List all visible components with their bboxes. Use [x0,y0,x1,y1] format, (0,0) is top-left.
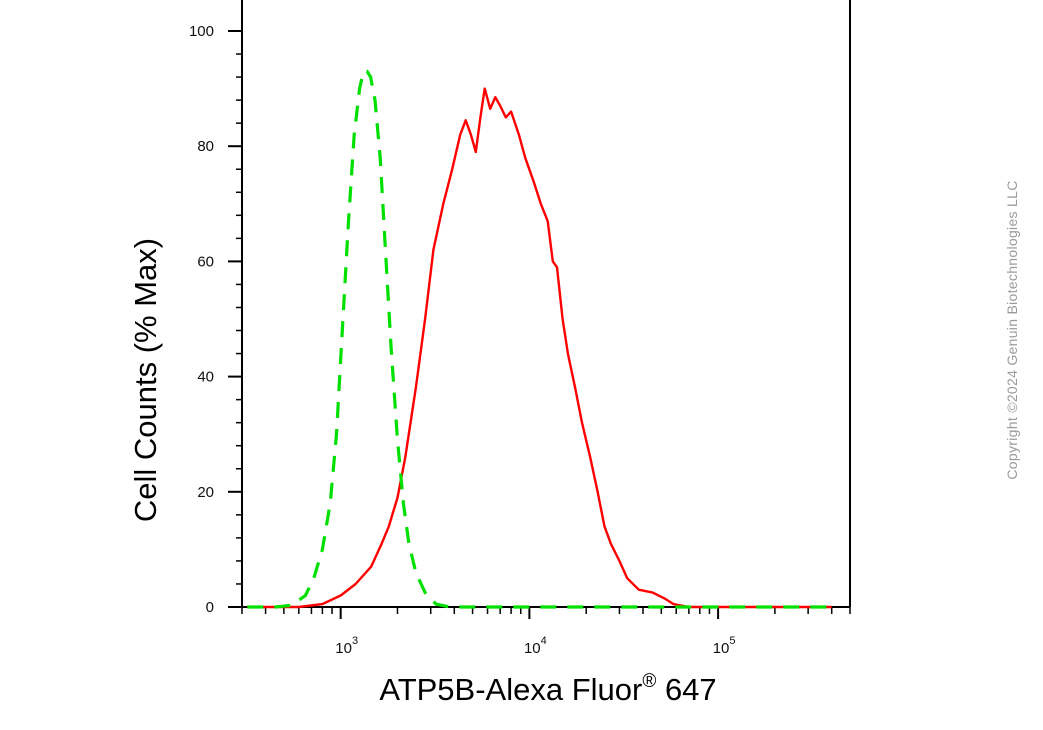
x-axis-ticks: 103 104 105 [241,607,851,657]
series-line-1 [247,87,832,609]
y-axis-title: Cell Counts (% Max) [128,238,163,522]
x-axis-title-tail: 647 [656,672,716,707]
x-axis-title: ATP5B-Alexa Fluor® 647 [379,671,716,707]
series-layer [247,69,832,609]
y-tick-label: 60 [197,253,214,270]
y-tick-label: 40 [197,369,214,386]
plot-frame [241,0,851,608]
copyright-text: Copyright ©2024 Genuin Biotechnologies L… [1004,180,1020,480]
x-tick-label: 104 [524,635,547,657]
y-tick-label: 100 [189,23,214,40]
x-axis-title-registered: ® [642,671,656,692]
x-tick-label: 105 [713,635,736,657]
y-axis-ticks: 0 20 40 60 80 100 [189,23,242,616]
x-tick-label: 103 [335,635,358,657]
series-line-2 [247,69,832,609]
x-axis-title-main: ATP5B-Alexa Fluor [379,672,642,707]
y-tick-label: 0 [206,599,214,616]
y-tick-label: 20 [197,484,214,501]
y-tick-label: 80 [197,138,214,155]
